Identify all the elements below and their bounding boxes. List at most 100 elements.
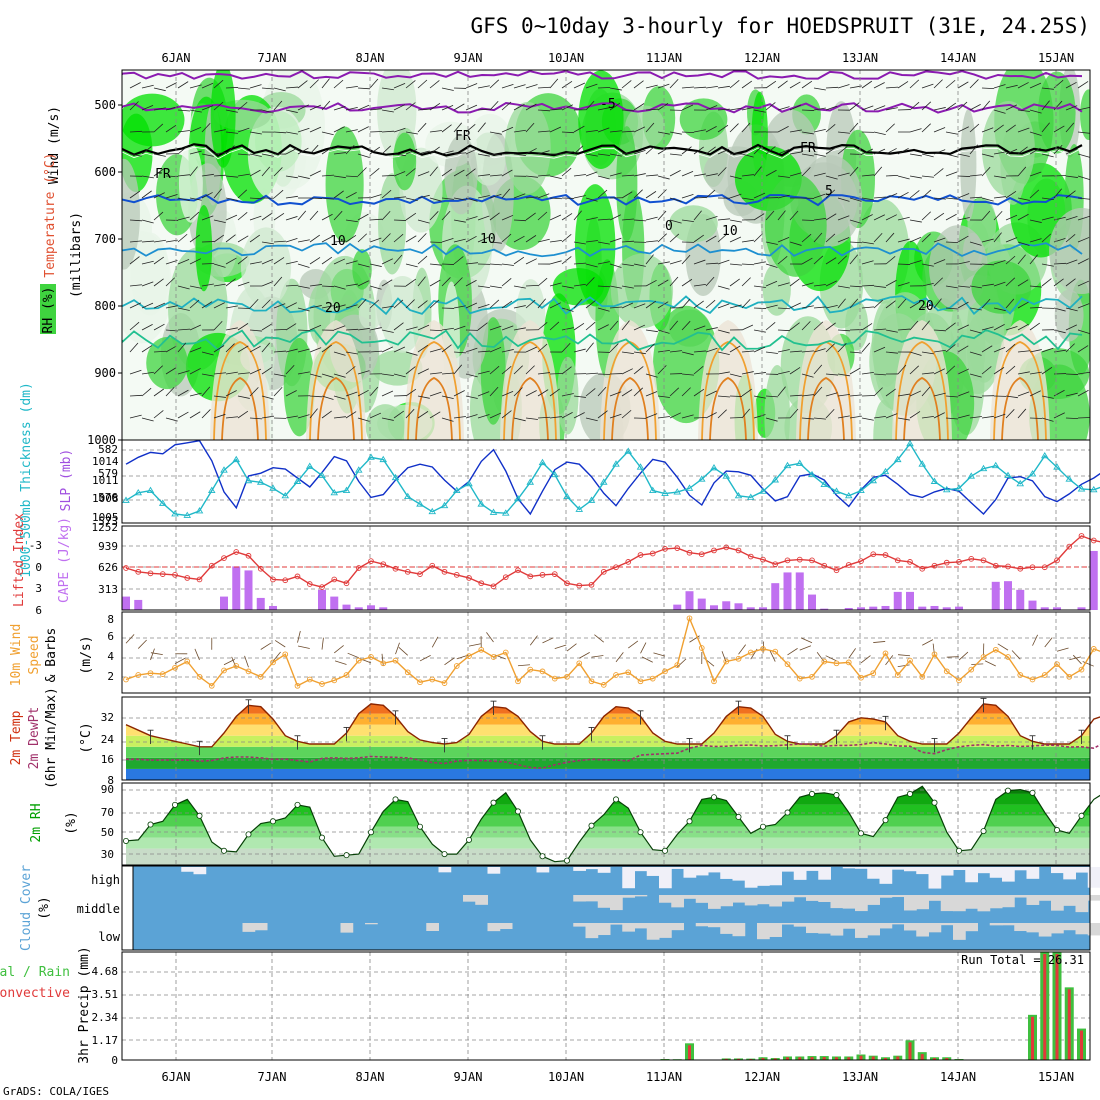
wind10-speed-line-point [698, 645, 705, 651]
wind-barb [537, 389, 549, 397]
cloud-block [1026, 923, 1040, 933]
cloud-frame [121, 865, 1091, 951]
wind-barb [597, 307, 610, 312]
wind-barb [1041, 263, 1054, 267]
wind-barb [273, 373, 286, 377]
wind-barb [573, 145, 584, 155]
cape-bar [354, 607, 363, 610]
cloud-block [769, 923, 782, 937]
wind-barb [885, 174, 899, 177]
wind10-speed-line-point [539, 668, 546, 675]
thickness-line-point [722, 472, 731, 479]
wind-barb [1065, 392, 1078, 397]
wind-barb [609, 285, 622, 289]
wind-barb [1065, 122, 1075, 133]
contour-label: FR [800, 141, 816, 156]
wind-barb [1017, 279, 1029, 287]
wind-barb [129, 190, 141, 199]
cape-bar [710, 605, 718, 610]
wind-barb [369, 350, 382, 353]
wind-barb [333, 79, 344, 89]
wind-barb [357, 233, 368, 243]
slp-tick: 1005 [92, 511, 119, 524]
wind-barb [537, 277, 548, 287]
wind-barb [645, 240, 658, 243]
wind-barb [765, 321, 776, 331]
temp-band [126, 735, 1090, 747]
cloud-block [193, 867, 207, 875]
wind-barb [153, 153, 166, 157]
cloud-block [953, 867, 966, 871]
wind-barb [297, 104, 309, 111]
wind-barb [345, 107, 358, 111]
wind10-speed-line-point [306, 676, 313, 683]
lifted-index-line-point [527, 573, 534, 580]
lifted-index-line-point [674, 545, 681, 551]
wind-barb [657, 365, 667, 375]
wind-barb [921, 263, 934, 267]
wind10-speed-line-point [355, 657, 362, 664]
rh2m-point [343, 852, 350, 859]
temp-contour-m10 [122, 70, 1083, 80]
wind-barb [981, 345, 993, 353]
wind-barb [153, 107, 166, 111]
wind-barb [261, 87, 274, 90]
wind-barb [465, 168, 476, 177]
wind-barb [477, 304, 490, 309]
date-label: 11JAN [646, 1070, 682, 1084]
wind10-speed-line-point [184, 658, 191, 665]
wind-barb [129, 153, 142, 157]
precip-convective-bar [688, 1045, 691, 1060]
cape-bar [771, 583, 780, 610]
wind-barb [933, 277, 943, 287]
wind-barb [681, 278, 693, 287]
date-label: 12JAN [744, 1070, 780, 1084]
cape-bar [1089, 550, 1098, 610]
wind-barb [921, 83, 934, 89]
wind-barb [825, 257, 837, 265]
cloud-block [585, 867, 599, 870]
wind-barb [405, 388, 417, 397]
wind10-speed-line-point [662, 668, 668, 675]
wind-barb [585, 153, 598, 157]
wind-barb [765, 169, 777, 177]
wind10-speed-line-point [343, 672, 350, 678]
wind-barb [393, 83, 406, 89]
wind-barb [849, 219, 862, 224]
wind-barb [453, 103, 465, 111]
wind-barb [489, 285, 502, 289]
rh-shade [122, 93, 185, 147]
wind-barb [909, 79, 920, 89]
wind-barb [177, 130, 190, 133]
thickness-line-point [183, 511, 192, 518]
date-label: 6JAN [162, 1070, 191, 1084]
wind-barb [561, 234, 572, 243]
wind-barb [741, 80, 753, 89]
wind-barb [885, 388, 896, 397]
wind-barb [297, 80, 308, 89]
wind-barb [549, 282, 562, 287]
wind-barb [489, 193, 502, 199]
wind-barb [585, 300, 596, 309]
wind-barb [189, 258, 201, 265]
cloud-block [622, 923, 635, 932]
wind-barb [417, 171, 430, 177]
cloud-block [830, 923, 844, 936]
wind-barb [933, 259, 946, 265]
wind-barb [633, 263, 646, 267]
wind-barb [237, 256, 248, 265]
chart-title: GFS 0~10day 3-hourly for HOEDSPRUIT (31E… [470, 14, 1090, 38]
wind-barb [933, 149, 946, 155]
precip-convective-bar [1043, 953, 1047, 1060]
lifted-index-line-point [453, 572, 460, 578]
rh-shade [981, 100, 1035, 197]
wind-barb [369, 78, 379, 89]
wind-barb [357, 126, 369, 133]
wind-barb [261, 299, 271, 309]
wind-barb [381, 346, 394, 353]
wind-barb [729, 304, 742, 309]
wind-barb [825, 343, 835, 353]
wind-barb [933, 368, 945, 375]
wind-barb [201, 105, 214, 111]
wind-barb [201, 409, 211, 419]
